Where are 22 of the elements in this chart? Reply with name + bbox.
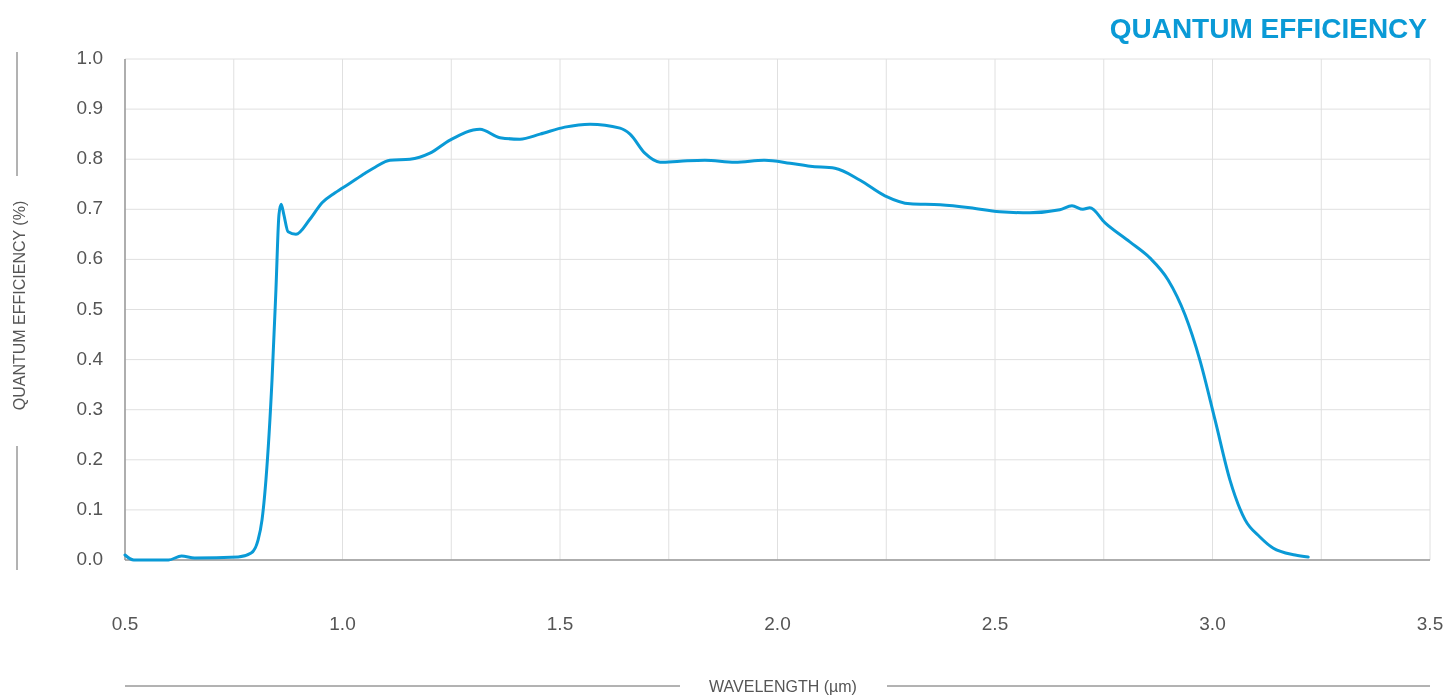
x-tick-label: 2.0 [764,613,791,634]
y-tick-label: 0.3 [76,397,103,419]
y-tick-label: 0.0 [76,548,103,570]
x-tick-label: 1.0 [329,613,356,634]
x-tick-label: 0.5 [111,613,139,634]
x-tick-label: 3.5 [1416,613,1444,634]
y-tick-label: 0.9 [76,97,103,119]
y-tick-label: 0.1 [76,497,103,519]
x-tick-label: 2.5 [981,613,1009,634]
x-tick-label: 3.0 [1199,613,1226,634]
y-tick-label: 0.5 [76,297,103,319]
chart-title: QUANTUM EFFICIENCY [1109,13,1428,44]
x-axis-title: WAVELENGTH (µm) [709,678,857,695]
y-axis-title: QUANTUM EFFICIENCY (%) [11,200,28,411]
y-tick-label: 1.0 [76,47,103,69]
y-tick-label: 0.7 [76,197,103,219]
line-series [123,122,1310,562]
x-tick-label: 1.5 [546,613,574,634]
y-tick-label: 0.6 [76,247,103,269]
y-tick-label: 0.4 [76,347,104,369]
y-tick-label: 0.8 [76,147,103,169]
y-tick-label: 0.2 [76,447,103,469]
